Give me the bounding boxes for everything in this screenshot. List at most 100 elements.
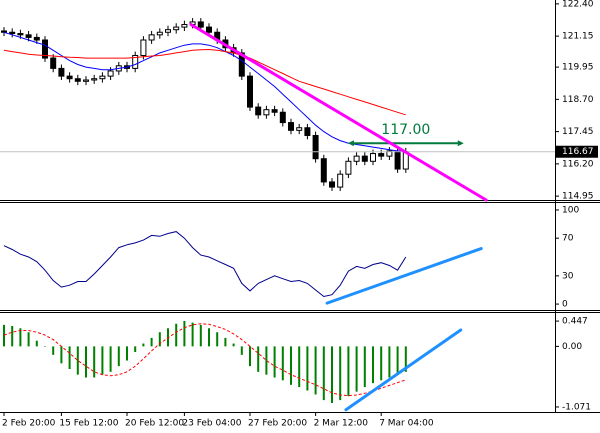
histogram-bar: [93, 346, 96, 378]
candle-body: [156, 31, 163, 36]
histogram-bar: [232, 343, 235, 347]
candle-body: [386, 150, 393, 157]
candle-body: [91, 78, 98, 81]
histogram-bar: [388, 346, 391, 378]
y-tick-label: 116.20: [562, 159, 594, 169]
y-tick-label: 100: [562, 205, 579, 215]
candle-body: [255, 106, 262, 116]
histogram-bar: [298, 346, 301, 388]
histogram-bar: [109, 346, 112, 372]
candle-body: [33, 36, 40, 41]
x-tick-label: 2 Mar 12:00: [314, 419, 369, 429]
x-tick-label: 27 Feb 20:00: [248, 419, 307, 429]
histogram-bar: [372, 346, 374, 384]
y-tick-label: 117.45: [562, 127, 594, 137]
series-line: [3, 323, 406, 397]
candle-body: [312, 134, 319, 160]
trendline: [189, 23, 488, 202]
histogram-bar: [85, 346, 87, 378]
candle-body: [132, 54, 139, 69]
histogram-bar: [322, 346, 325, 401]
histogram-bar: [380, 346, 383, 381]
candle-body: [378, 153, 385, 157]
histogram-bar: [117, 346, 120, 367]
candle-body: [50, 57, 57, 69]
candle-body: [296, 127, 303, 131]
candle-body: [74, 78, 81, 82]
histogram-bar: [11, 326, 14, 347]
candle-body: [238, 52, 245, 77]
candle-body: [361, 155, 368, 162]
histogram-bar: [134, 346, 137, 353]
y-tick-label: 118.70: [562, 95, 594, 105]
candle-body: [288, 122, 294, 131]
candle-body: [140, 39, 147, 56]
candle-body: [173, 26, 180, 31]
histogram-bar: [331, 346, 333, 403]
histogram-bar: [396, 346, 399, 375]
series-line: [3, 31, 406, 152]
x-tick-label: 20 Feb 12:00: [125, 419, 184, 429]
y-tick-label: 70: [562, 234, 574, 244]
candle-body: [304, 127, 311, 136]
histogram-bar: [19, 328, 22, 347]
candle-body: [25, 34, 32, 38]
histogram-bar: [183, 320, 186, 347]
y-tick-label: 119.95: [562, 63, 594, 73]
histogram-bar: [52, 346, 55, 355]
candle-body: [58, 67, 65, 77]
histogram-bar: [290, 346, 292, 385]
histogram-bar: [60, 346, 63, 364]
y-tick-label: 0.00: [562, 342, 582, 352]
candle-body: [148, 34, 155, 41]
candle-body: [353, 155, 360, 162]
level-label: 117.00: [381, 122, 430, 138]
candle-body: [337, 173, 344, 188]
trendline: [325, 247, 483, 305]
histogram-bar: [101, 346, 104, 375]
histogram-bar: [249, 346, 251, 367]
histogram-bar: [175, 323, 178, 347]
candle-body: [370, 153, 376, 162]
candle-body: [42, 39, 48, 59]
histogram-bar: [404, 346, 407, 372]
candle-body: [271, 109, 278, 113]
histogram-bar: [363, 346, 366, 388]
histogram-bar: [208, 328, 210, 347]
candle-body: [329, 181, 335, 188]
histogram-bar: [216, 332, 219, 347]
histogram-bar: [339, 346, 342, 401]
histogram-bar: [281, 346, 284, 381]
histogram-bar: [273, 346, 276, 378]
candle-body: [263, 109, 270, 116]
candle-body: [99, 75, 106, 80]
histogram-bar: [355, 346, 358, 392]
histogram-bar: [306, 346, 309, 391]
candle-body: [206, 26, 212, 33]
x-tick-label: 7 Mar 04:00: [379, 419, 434, 429]
histogram-bar: [76, 346, 79, 375]
histogram-bar: [191, 322, 194, 347]
candle-body: [1, 30, 7, 33]
y-tick-label: 114.95: [562, 192, 594, 202]
histogram-bar: [240, 346, 243, 355]
candle-body: [247, 75, 253, 108]
frame: [0, 0, 600, 413]
candle-body: [197, 21, 204, 28]
histogram-bar: [126, 346, 128, 361]
histogram-bar: [35, 340, 38, 347]
y-tick-label: 0: [562, 300, 568, 310]
candle-body: [83, 79, 89, 82]
histogram-bar: [3, 324, 5, 347]
candle-body: [17, 33, 24, 36]
y-tick-label: 30: [562, 271, 574, 281]
trendline: [344, 328, 463, 412]
series-line: [3, 48, 406, 116]
candle-body: [165, 29, 171, 33]
histogram-bar: [265, 346, 268, 375]
histogram-bar: [142, 343, 145, 347]
candle-body: [66, 75, 73, 80]
candle-body: [107, 70, 114, 77]
